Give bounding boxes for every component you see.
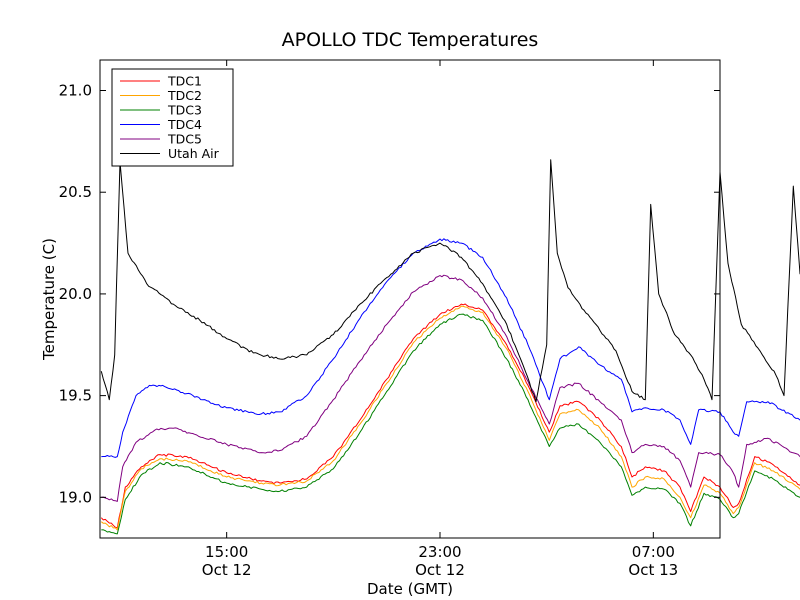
series-layer: [100, 159, 800, 535]
series-line-tdc5: [101, 274, 800, 502]
x-tick-label-time: 23:00: [418, 543, 461, 561]
x-tick-label-time: 15:00: [205, 543, 248, 561]
chart-title: APOLLO TDC Temperatures: [282, 29, 539, 51]
x-tick-label-date: Oct 13: [628, 561, 678, 579]
legend-label-tdc1: TDC1: [167, 74, 202, 89]
legend-label-tdc5: TDC5: [167, 132, 202, 147]
y-tick-label: 20.0: [59, 285, 92, 303]
x-tick-label-date: Oct 12: [202, 561, 252, 579]
series-line-tdc2: [100, 305, 800, 531]
series-line-tdc4: [101, 238, 800, 458]
y-tick-label: 19.5: [59, 387, 92, 405]
y-tick-label: 20.5: [59, 183, 92, 201]
x-axis-label: Date (GMT): [367, 580, 453, 598]
x-tick-label-time: 07:00: [632, 543, 675, 561]
y-tick-label: 21.0: [59, 82, 92, 100]
legend-label-tdc2: TDC2: [167, 88, 202, 103]
legend-label-utah-air: Utah Air: [168, 146, 220, 161]
legend-box: [111, 68, 234, 167]
legend-label-tdc4: TDC4: [167, 117, 202, 132]
y-axis-label: Temperature (C): [40, 238, 58, 361]
series-line-tdc1: [100, 303, 800, 529]
plot-frame: [99, 59, 721, 539]
y-tick-label: 19.0: [59, 488, 92, 506]
x-tick-label-date: Oct 12: [415, 561, 465, 579]
legend-label-tdc3: TDC3: [167, 103, 202, 118]
series-line-tdc3: [101, 313, 800, 535]
series-line-utah-air: [100, 159, 800, 403]
